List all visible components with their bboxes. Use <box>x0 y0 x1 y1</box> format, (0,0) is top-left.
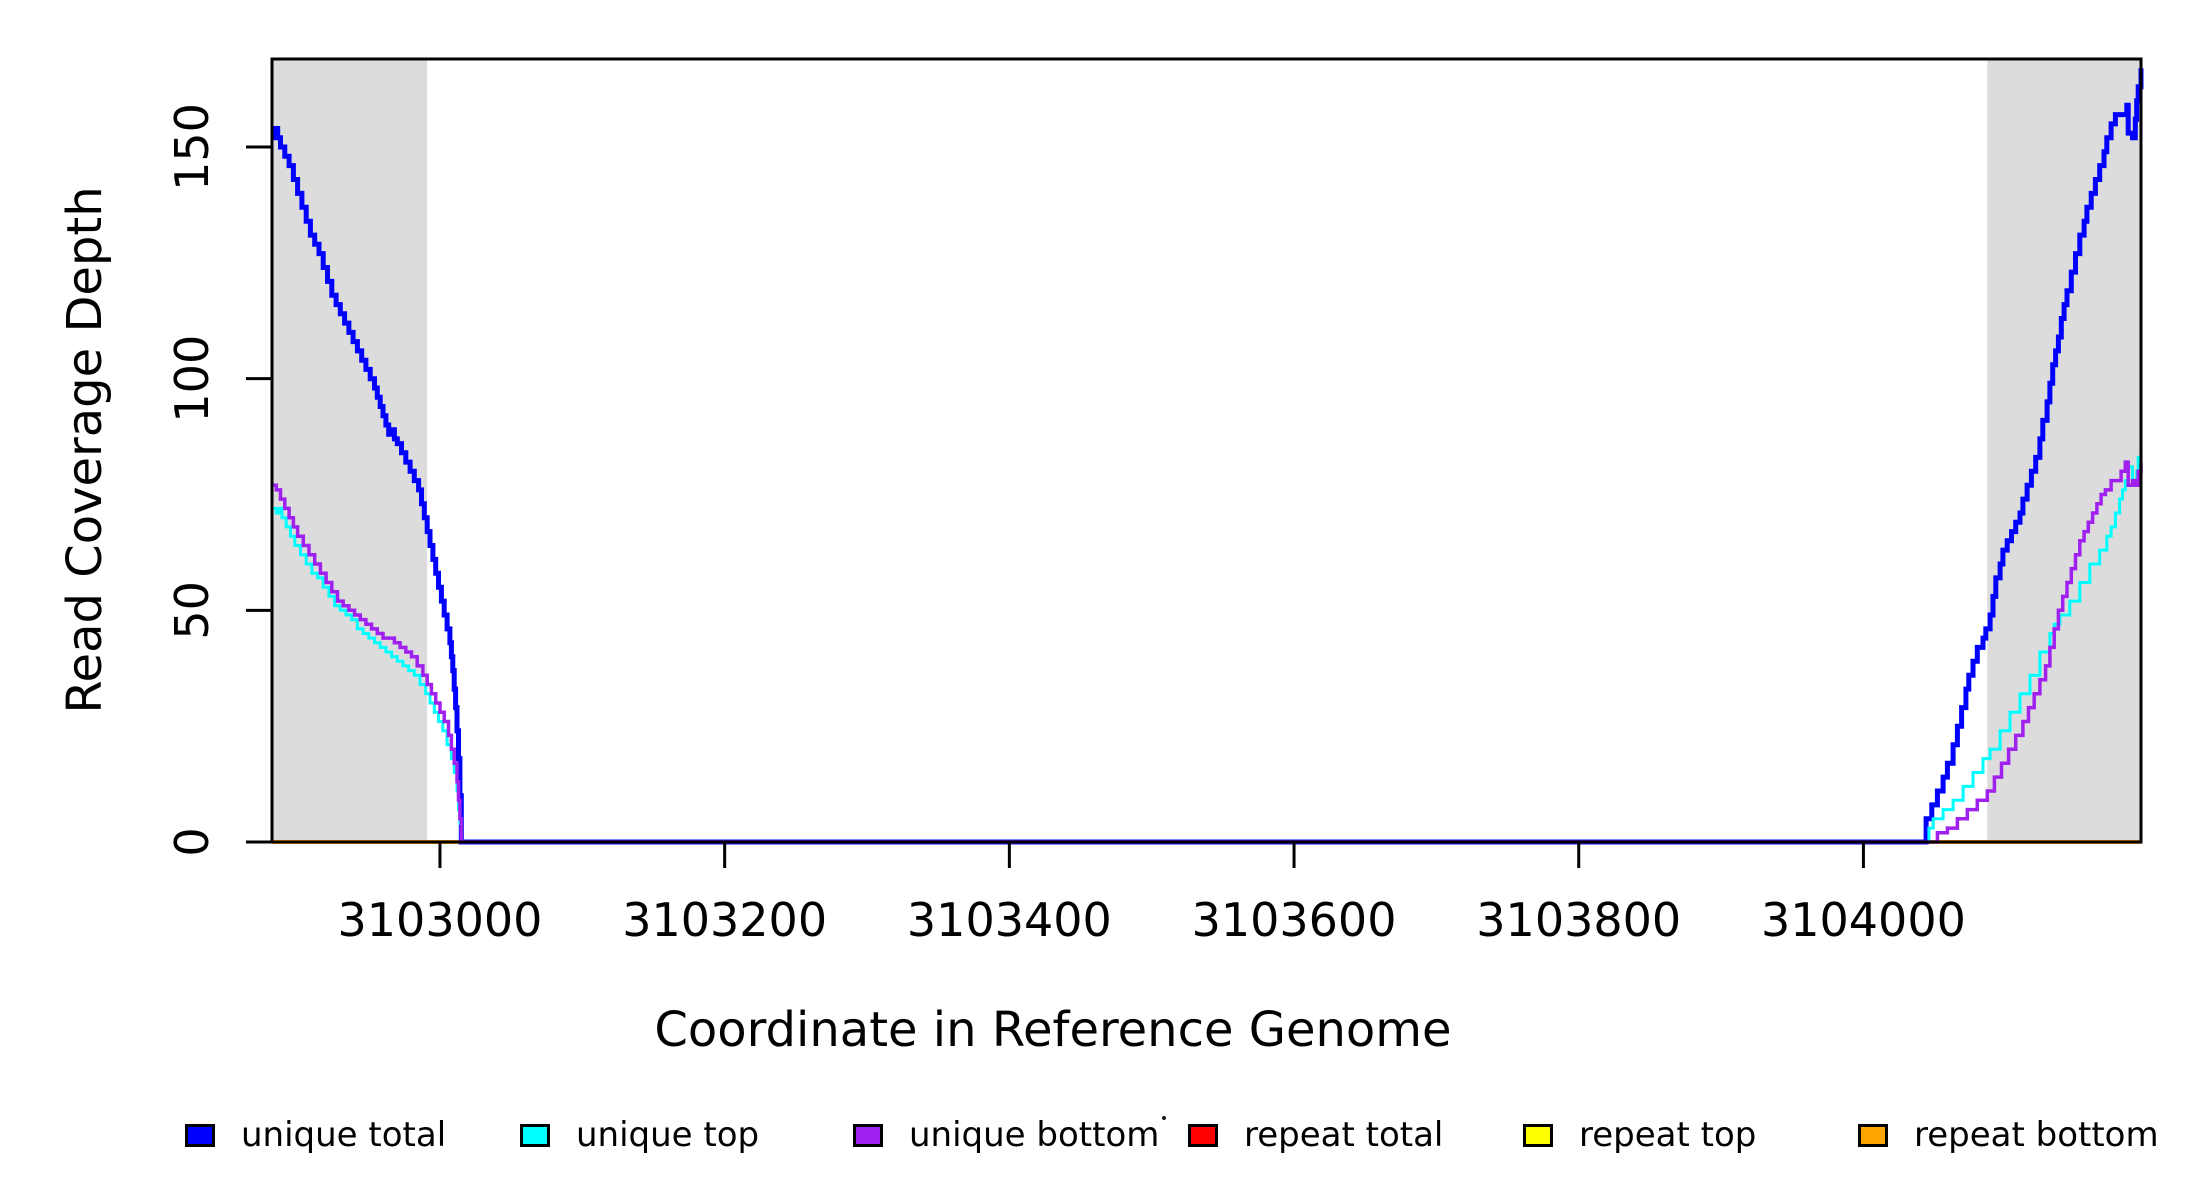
y-tick-label: 100 <box>165 335 219 423</box>
plot-frame <box>270 57 2143 844</box>
x-tick-label: 3103000 <box>338 893 543 947</box>
y-tick-label: 50 <box>165 581 219 640</box>
y-axis-title: Read Coverage Depth <box>57 186 113 714</box>
y-tick-label: 0 <box>165 827 219 856</box>
x-axis-title: Coordinate in Reference Genome <box>654 1002 1452 1058</box>
x-tick-label: 3103800 <box>1476 893 1681 947</box>
x-tick-label: 3103200 <box>622 893 827 947</box>
x-tick-label: 3103600 <box>1192 893 1397 947</box>
series-unique-top <box>272 448 2143 844</box>
y-tick-label: 150 <box>165 103 219 191</box>
series-unique-bottom <box>272 460 2143 844</box>
series-unique-total <box>272 68 2144 845</box>
x-tick-label: 3104000 <box>1761 893 1966 947</box>
stray-dot <box>1162 1116 1166 1120</box>
x-tick-label: 3103400 <box>907 893 1112 947</box>
